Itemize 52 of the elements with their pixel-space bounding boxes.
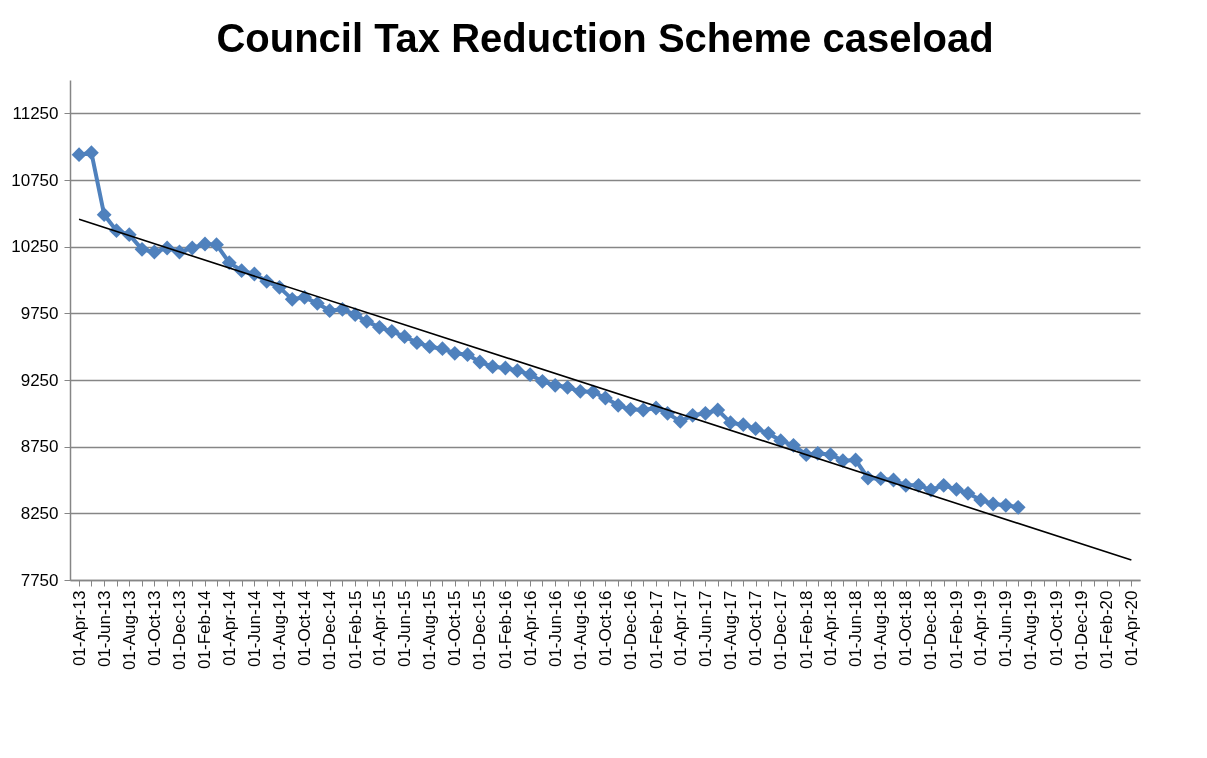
y-tick-label: 8250 <box>20 503 59 523</box>
x-tick-label: 01-Jun-13 <box>94 590 114 668</box>
y-tick-label: 7750 <box>20 570 59 590</box>
y-tick-label: 10750 <box>11 170 59 190</box>
x-tick-label: 01-Oct-13 <box>144 590 164 667</box>
x-tick-label: 01-Apr-19 <box>971 590 991 667</box>
x-tick-label: 01-Feb-20 <box>1097 590 1117 669</box>
y-tick-label: 9750 <box>20 303 59 323</box>
x-tick-label: 01-Apr-15 <box>369 590 389 667</box>
x-tick-label: 01-Oct-16 <box>595 590 615 667</box>
x-tick-label: 01-Oct-19 <box>1046 590 1066 667</box>
x-tick-label: 01-Jun-17 <box>695 590 715 668</box>
x-tick-label: 01-Dec-13 <box>169 590 189 670</box>
x-tick-label: 01-Apr-18 <box>821 590 841 667</box>
x-tick-label: 01-Aug-18 <box>871 590 891 670</box>
chart-title: Council Tax Reduction Scheme caseload <box>216 16 994 60</box>
x-tick-label: 01-Dec-15 <box>470 590 490 670</box>
x-tick-label: 01-Aug-15 <box>420 590 440 670</box>
x-tick-label: 01-Aug-13 <box>119 590 139 670</box>
x-tick-label: 01-Dec-19 <box>1071 590 1091 670</box>
x-tick-label: 01-Jun-14 <box>244 590 264 668</box>
x-tick-label: 01-Oct-14 <box>295 590 315 667</box>
x-tick-label: 01-Feb-18 <box>796 590 816 669</box>
x-tick-label: 01-Dec-14 <box>320 590 340 670</box>
x-tick-label: 01-Apr-13 <box>69 590 89 667</box>
x-tick-label: 01-Aug-19 <box>1021 590 1041 670</box>
x-tick-label: 01-Jun-19 <box>996 590 1016 668</box>
y-tick-label: 8750 <box>20 437 59 457</box>
x-tick-label: 01-Oct-15 <box>445 590 465 667</box>
x-tick-label: 01-Feb-14 <box>195 590 215 669</box>
y-tick-label: 10250 <box>11 237 59 257</box>
x-tick-label: 01-Jun-18 <box>846 590 866 668</box>
x-tick-label: 01-Aug-16 <box>570 590 590 670</box>
x-tick-label: 01-Feb-15 <box>345 590 365 669</box>
x-tick-label: 01-Oct-18 <box>896 590 916 667</box>
x-tick-label: 01-Apr-20 <box>1121 590 1141 667</box>
x-tick-label: 01-Dec-16 <box>621 590 641 670</box>
x-tick-label: 01-Apr-17 <box>670 590 690 667</box>
x-tick-label: 01-Apr-16 <box>520 590 540 667</box>
x-tick-label: 01-Feb-19 <box>946 590 966 669</box>
y-tick-label: 9250 <box>20 370 59 390</box>
x-tick-label: 01-Feb-16 <box>495 590 515 669</box>
x-tick-label: 01-Dec-18 <box>921 590 941 670</box>
x-tick-label: 01-Oct-17 <box>746 590 766 667</box>
x-tick-label: 01-Dec-17 <box>771 590 791 670</box>
x-tick-label: 01-Apr-14 <box>219 590 239 667</box>
x-tick-label: 01-Jun-15 <box>395 590 415 668</box>
x-tick-label: 01-Feb-17 <box>646 590 666 669</box>
x-tick-label: 01-Jun-16 <box>545 590 565 668</box>
y-tick-label: 11250 <box>12 103 59 123</box>
x-tick-label: 01-Aug-14 <box>269 590 289 670</box>
x-tick-label: 01-Aug-17 <box>721 590 741 670</box>
